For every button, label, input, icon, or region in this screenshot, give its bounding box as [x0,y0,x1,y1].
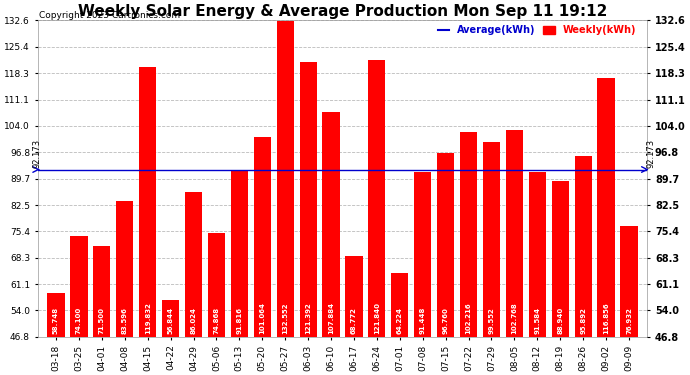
Bar [575,156,592,337]
Text: 102.768: 102.768 [511,302,518,334]
Bar [116,201,133,337]
Bar [506,130,523,337]
Text: 107.884: 107.884 [328,302,334,334]
Text: 99.552: 99.552 [489,307,495,334]
Legend: Average(kWh), Weekly(kWh): Average(kWh), Weekly(kWh) [437,25,636,35]
Text: 95.892: 95.892 [580,307,586,334]
Text: 76.932: 76.932 [626,307,632,334]
Text: 64.224: 64.224 [397,307,403,334]
Bar [93,246,110,337]
Text: 86.024: 86.024 [190,307,197,334]
Text: 116.856: 116.856 [603,302,609,334]
Bar [620,226,638,337]
Bar [185,192,202,337]
Text: 56.844: 56.844 [168,307,174,334]
Text: Copyright 2023 Cartronics.com: Copyright 2023 Cartronics.com [39,11,180,20]
Text: 132.552: 132.552 [282,303,288,334]
Bar [391,273,408,337]
Text: 91.584: 91.584 [534,307,540,334]
Bar [529,172,546,337]
Bar [551,182,569,337]
Text: 68.772: 68.772 [351,307,357,334]
Bar [483,142,500,337]
Bar [368,60,386,337]
Text: 101.064: 101.064 [259,302,265,334]
Bar [162,300,179,337]
Bar [437,153,454,337]
Text: 102.216: 102.216 [466,302,471,334]
Text: 83.596: 83.596 [121,307,128,334]
Bar [299,62,317,337]
Text: 121.392: 121.392 [305,302,311,334]
Text: 74.868: 74.868 [213,307,219,334]
Bar [70,236,88,337]
Bar [208,233,225,337]
Bar [230,171,248,337]
Text: 91.816: 91.816 [237,307,242,334]
Bar [414,172,431,337]
Bar [598,78,615,337]
Bar [346,256,362,337]
Bar [460,132,477,337]
Bar [254,137,271,337]
Bar [277,21,294,337]
Text: 91.448: 91.448 [420,307,426,334]
Text: 71.500: 71.500 [99,307,105,334]
Text: 96.760: 96.760 [442,307,448,334]
Bar [322,111,339,337]
Text: 92.173: 92.173 [647,138,656,168]
Text: 92.173: 92.173 [32,138,41,168]
Text: 74.100: 74.100 [76,307,82,334]
Bar [48,293,65,337]
Text: 119.832: 119.832 [145,302,150,334]
Text: 88.940: 88.940 [558,307,563,334]
Bar [139,68,157,337]
Title: Weekly Solar Energy & Average Production Mon Sep 11 19:12: Weekly Solar Energy & Average Production… [78,4,607,19]
Text: 121.840: 121.840 [374,302,380,334]
Text: 58.748: 58.748 [53,307,59,334]
